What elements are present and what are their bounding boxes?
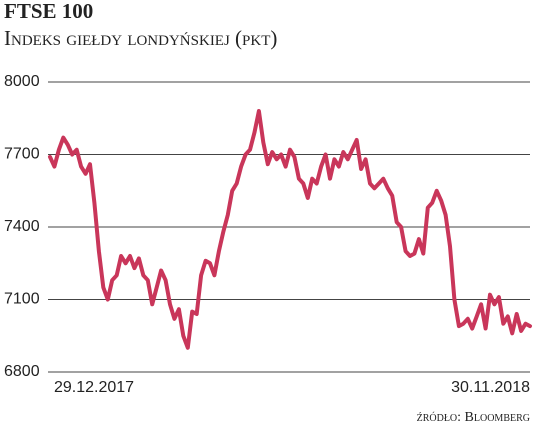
y-tick-label: 7700 xyxy=(4,146,40,163)
y-tick-label: 8000 xyxy=(4,73,40,90)
x-tick-label: 29.12.2017 xyxy=(54,379,134,396)
series-line xyxy=(48,109,532,350)
x-tick-label: 30.11.2018 xyxy=(451,379,530,396)
y-tick-label: 6800 xyxy=(4,363,40,380)
chart-title: FTSE 100 xyxy=(4,0,93,23)
source-note: źródło: Bloomberg xyxy=(417,410,530,425)
y-tick-label: 7100 xyxy=(4,291,40,308)
chart-subtitle: Indeks giełdy londyńskiej (pkt) xyxy=(4,26,277,50)
y-tick-label: 7400 xyxy=(4,218,40,235)
